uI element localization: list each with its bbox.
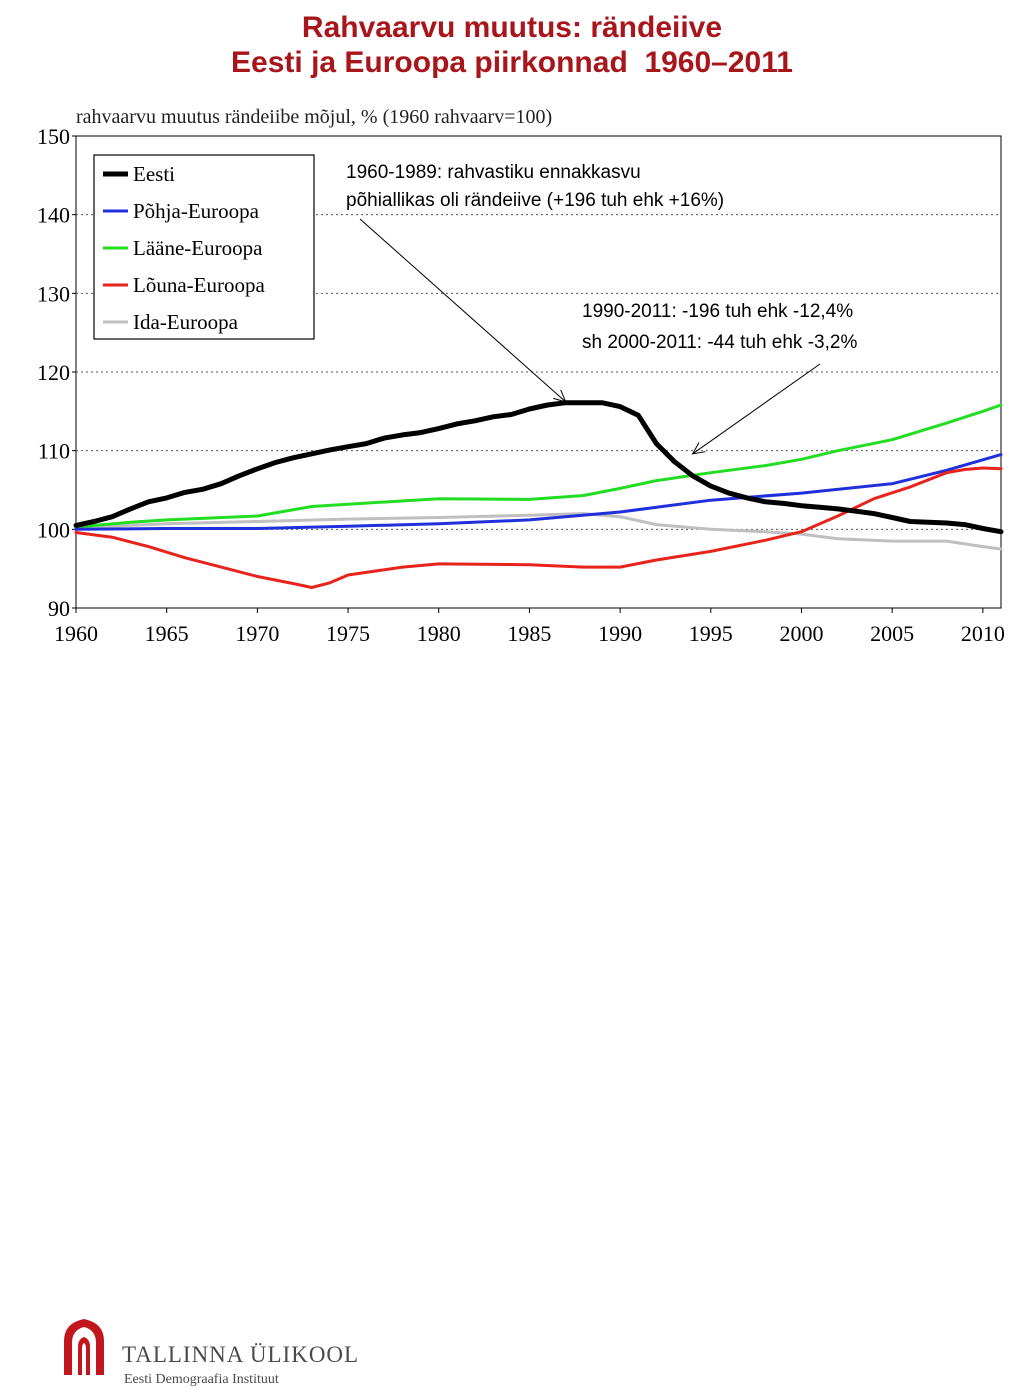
- x-tick-label: 1980: [417, 621, 461, 645]
- x-tick-label: 2000: [779, 621, 823, 645]
- university-logo-icon: [64, 1319, 104, 1375]
- chart-subtitle: rahvaarvu muutus rändeiibe mõjul, % (196…: [76, 106, 552, 128]
- y-tick-label: 100: [37, 517, 70, 542]
- x-tick-label: 1970: [235, 621, 279, 645]
- x-tick-label: 1960: [54, 621, 98, 645]
- y-tick-label: 140: [37, 203, 70, 228]
- annotation-1-arrow-head: [553, 389, 567, 403]
- slide-title-line-1: Rahvaarvu muutus: rändeiive: [301, 11, 723, 44]
- x-tick-label: 2005: [870, 621, 914, 645]
- y-axis: 90 100 110 120 130 140 150: [37, 124, 76, 621]
- legend: Eesti Põhja-Euroopa Lääne-Euroopa Lõuna-Eur…: [93, 154, 315, 340]
- annotation-2: 1990-2011: -196 tuh ehk -12,4% sh 2000-2…: [582, 301, 857, 455]
- x-tick-label: 1985: [507, 621, 551, 645]
- legend-label: Lõuna-Euroopa: [133, 273, 265, 297]
- y-tick-label: 130: [37, 281, 70, 306]
- institute-name: Eesti Demograafia Instituut: [124, 1372, 279, 1387]
- series-line-4: [74, 512, 1003, 551]
- organization-name: TALLINNA ÜLIKOOL: [122, 1342, 360, 1367]
- series-line-0: [73, 400, 1004, 535]
- series-line-2: [74, 403, 1003, 529]
- footer: TALLINNA ÜLIKOOL Eesti Demograafia Insti…: [0, 645, 1024, 1387]
- series-line-1: [74, 453, 1003, 531]
- annotation-2-line-2: sh 2000-2011: -44 tuh ehk -3,2%: [582, 332, 857, 353]
- grid-lines: [76, 214, 1001, 530]
- annotation-2-line-1: 1990-2011: -196 tuh ehk -12,4%: [582, 301, 853, 322]
- x-tick-label: 1990: [598, 621, 642, 645]
- y-tick-label: 120: [37, 360, 70, 385]
- annotation-1-line-2: põhiallikas oli rändeiive (+196 tuh ehk …: [346, 190, 724, 211]
- line-chart: rahvaarvu muutus rändeiibe mõjul, % (196…: [37, 106, 1005, 645]
- series-line-3: [74, 466, 1003, 589]
- x-tick-label: 2010: [961, 621, 1005, 645]
- annotation-1: 1960-1989: rahvastiku ennakkasvu põhiall…: [346, 162, 724, 403]
- x-axis: 1960 1965 1970 1975 1980 1985 1990 1995 2000 2005…: [54, 608, 1005, 645]
- y-tick-label: 150: [37, 124, 70, 149]
- series-lines: [73, 400, 1004, 589]
- x-tick-label: 1975: [326, 621, 370, 645]
- legend-label: Eesti: [133, 162, 175, 186]
- annotation-2-arrow-head: [691, 442, 706, 455]
- legend-label: Põhja-Euroopa: [133, 199, 260, 223]
- y-tick-label: 90: [48, 596, 70, 621]
- y-tick-label: 110: [38, 439, 70, 464]
- annotation-2-arrow: [692, 363, 821, 455]
- legend-label: Lääne-Euroopa: [133, 236, 263, 260]
- legend-box: [93, 154, 315, 340]
- legend-label: Ida-Euroopa: [133, 310, 239, 334]
- slide-title: Rahvaarvu muutus: rändeiive Eesti ja Eur…: [0, 10, 1024, 80]
- annotation-1-arrow: [359, 218, 567, 403]
- x-tick-label: 1995: [689, 621, 733, 645]
- slide-title-line-2: Eesti ja Euroopa piirkonnad 1960–2011: [231, 46, 793, 79]
- x-tick-label: 1965: [145, 621, 189, 645]
- annotation-1-line-1: 1960-1989: rahvastiku ennakkasvu: [346, 162, 641, 183]
